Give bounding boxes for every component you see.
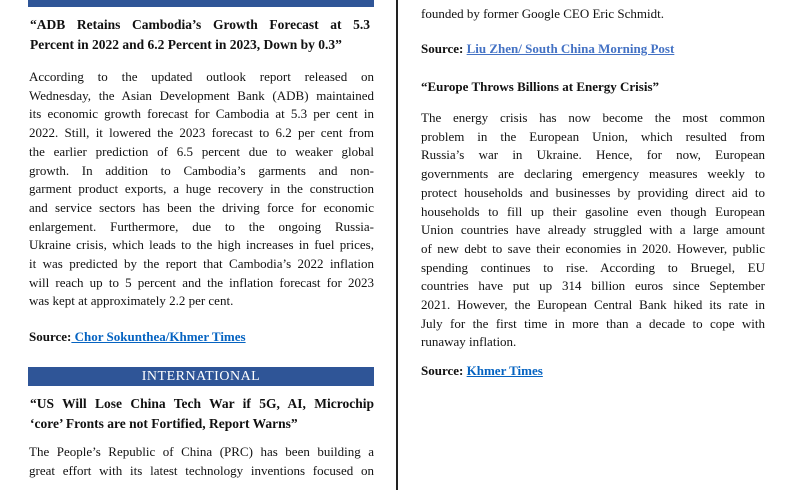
- body-line: Union countries have already struggled w…: [421, 222, 765, 238]
- body-line: runaway inflation.: [421, 334, 517, 350]
- body-line: The energy crisis has now become the mos…: [421, 110, 765, 125]
- body-line: it was predicted by the report that Camb…: [29, 256, 374, 272]
- article-source-europe: Source: Khmer Times: [421, 362, 543, 380]
- headline-line: “US Will Lose China Tech War if 5G, AI, …: [30, 396, 374, 411]
- article-continuation: founded by former Google CEO Eric Schmid…: [421, 6, 664, 21]
- body-line: governments are declaring emergency meas…: [421, 166, 765, 182]
- body-line: problem in the European Union, which res…: [421, 128, 765, 144]
- article-source-adb: Source: Chor Sokunthea/Khmer Times: [29, 328, 246, 346]
- body-line: will reach up to 5 percent and the infla…: [29, 274, 374, 290]
- article-body-adb: According to the updated outlook report …: [29, 68, 374, 311]
- body-line: growth. In addition to Cambodia’s garmen…: [29, 162, 374, 178]
- body-line: countries have put up 314 billion euros …: [421, 278, 765, 294]
- source-label: Source:: [29, 329, 72, 344]
- article-headline-europe: “Europe Throws Billions at Energy Crisis…: [421, 79, 660, 94]
- body-line: the earlier prediction of 6.5 percent du…: [29, 143, 374, 159]
- body-line: garment product exports, a huge recovery…: [29, 181, 374, 197]
- headline-line: Percent in 2022 and 6.2 Percent in 2023,…: [30, 36, 342, 52]
- body-line: households to fill up their gasoline eve…: [421, 203, 765, 219]
- body-line: was kept at approximately 2.2 per cent.: [29, 293, 234, 309]
- article-body-us-china: The People’s Republic of China (PRC) has…: [29, 443, 374, 480]
- headline-line: “ADB Retains Cambodia’s Growth Forecast …: [30, 17, 370, 32]
- column-divider: [396, 0, 398, 490]
- article-headline-adb: “ADB Retains Cambodia’s Growth Forecast …: [30, 15, 370, 54]
- source-link[interactable]: Chor Sokunthea/Khmer Times: [71, 329, 246, 344]
- article-body-europe: The energy crisis has now become the mos…: [421, 109, 765, 352]
- body-line: July for the first time in more than a d…: [421, 315, 765, 331]
- body-line: its economic growth forecast for Cambodi…: [29, 106, 374, 122]
- source-label: Source:: [421, 363, 464, 378]
- body-line: great effort with its latest technology …: [29, 462, 374, 478]
- body-line: spending continues to rise. According to…: [421, 259, 765, 275]
- source-link[interactable]: Khmer Times: [466, 363, 543, 378]
- body-line: protect households and businesses by pro…: [421, 184, 765, 200]
- source-label: Source:: [421, 41, 464, 56]
- body-line: and service sectors has been the driving…: [29, 199, 374, 215]
- body-line: Wednesday, the Asian Development Bank (A…: [29, 87, 374, 103]
- body-line: The People’s Republic of China (PRC) has…: [29, 444, 374, 459]
- article-headline-us-china: “US Will Lose China Tech War if 5G, AI, …: [30, 394, 374, 433]
- body-line: enlargement. Furthermore, due to the ong…: [29, 218, 374, 234]
- section-header-bar-top: [28, 0, 374, 7]
- body-line: Russia’s war in Ukraine. Hence, for now,…: [421, 147, 765, 163]
- body-line: 2021. However, the European Central Bank…: [421, 297, 765, 313]
- body-line: of new debt to save their economies in 2…: [421, 240, 765, 256]
- article-source-us-china: Source: Liu Zhen/ South China Morning Po…: [421, 40, 674, 58]
- source-link[interactable]: Liu Zhen/ South China Morning Post: [466, 41, 675, 56]
- body-line: According to the updated outlook report …: [29, 69, 374, 84]
- section-header-international: INTERNATIONAL: [28, 367, 374, 386]
- body-line: 2022. Still, it lowered the 2023 forecas…: [29, 125, 374, 141]
- headline-line: ‘core’ Fronts are not Fortified, Report …: [30, 415, 298, 431]
- body-line: Ukraine crisis, which leads to the high …: [29, 237, 374, 253]
